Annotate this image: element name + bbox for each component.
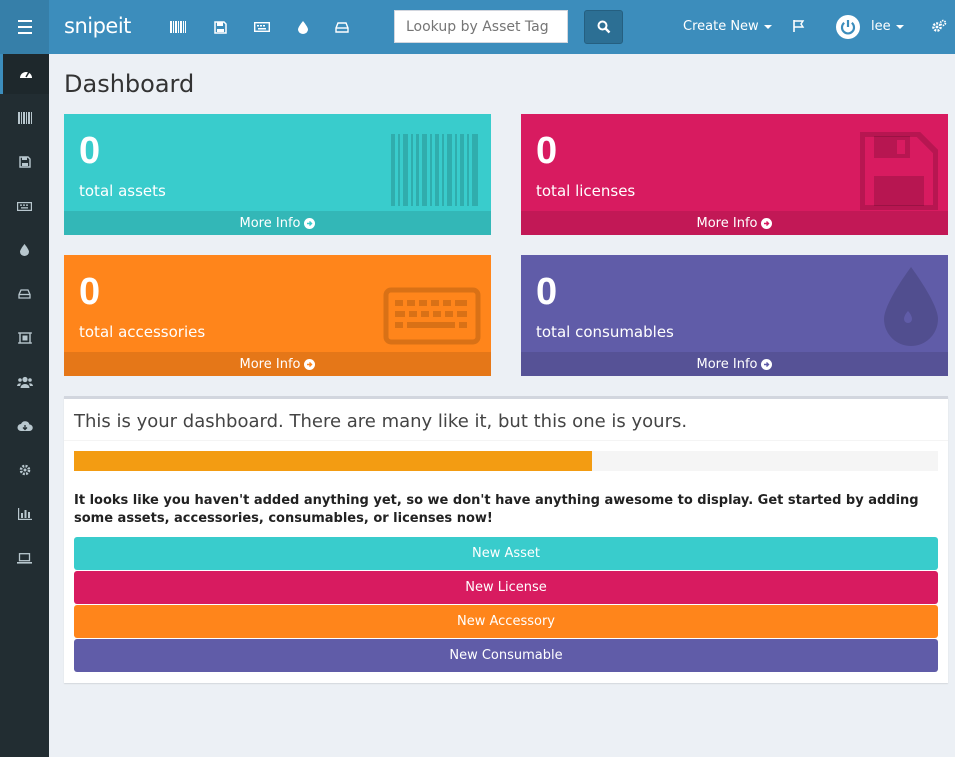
asset-tag-search-input[interactable] [394, 10, 568, 43]
search-button[interactable] [584, 10, 623, 44]
avatar[interactable] [836, 15, 860, 39]
stat-box-consumables: 0 total consumables More Info [521, 255, 948, 376]
sidebar-item-assets[interactable] [0, 98, 49, 138]
sidebar-item-dashboard[interactable] [0, 54, 49, 94]
sidebar-item-consumables[interactable] [0, 230, 49, 270]
arrow-circle-right-icon [304, 217, 316, 229]
new-license-button[interactable]: New License [74, 571, 938, 604]
new-asset-button[interactable]: New Asset [74, 537, 938, 570]
floppy-icon [18, 156, 31, 168]
progress-bar [74, 451, 938, 471]
more-info-link[interactable]: More Info [64, 352, 491, 376]
stat-value: 0 [79, 271, 101, 313]
chevron-down-icon [895, 24, 904, 29]
gear-icon [19, 464, 30, 476]
more-info-label: More Info [239, 356, 301, 372]
floppy-icon [859, 131, 939, 215]
power-icon [840, 20, 856, 35]
more-info-link[interactable]: More Info [521, 352, 948, 376]
chevron-down-icon [763, 24, 772, 29]
sidebar-item-licenses[interactable] [0, 142, 49, 182]
sidebar-item-accessories[interactable] [0, 186, 49, 226]
cloud-download-icon [17, 421, 33, 431]
stat-label: total assets [79, 182, 166, 200]
search-icon [597, 20, 610, 34]
stat-label: total accessories [79, 323, 206, 341]
page-title: Dashboard [64, 70, 195, 98]
arrow-circle-right-icon [761, 358, 773, 370]
components-icon [17, 332, 32, 344]
create-new-dropdown[interactable]: Create New [683, 19, 772, 34]
app-logo[interactable]: snipeit [64, 14, 131, 38]
barcode-icon [17, 112, 32, 124]
stat-value: 0 [536, 271, 558, 313]
tint-icon [884, 267, 938, 352]
more-info-label: More Info [696, 215, 758, 231]
welcome-box: This is your dashboard. There are many l… [64, 396, 948, 683]
stat-value: 0 [536, 130, 558, 172]
create-new-label: Create New [683, 19, 759, 34]
more-info-link[interactable]: More Info [521, 211, 948, 235]
sidebar-item-kits[interactable] [0, 318, 49, 358]
nav-accessories-keyboard-icon[interactable] [254, 19, 270, 35]
users-icon [16, 376, 33, 388]
nav-components-drive-icon[interactable] [334, 19, 350, 35]
more-info-link[interactable]: More Info [64, 211, 491, 235]
settings-cogs-icon[interactable] [931, 19, 947, 38]
reports-icon [17, 508, 32, 520]
sidebar-item-import[interactable] [0, 406, 49, 446]
more-info-label: More Info [239, 215, 301, 231]
laptop-icon [17, 552, 32, 564]
sidebar-item-components[interactable] [0, 274, 49, 314]
stat-value: 0 [79, 130, 101, 172]
progress-fill [74, 451, 593, 471]
flag-icon[interactable] [792, 19, 806, 38]
stat-label: total licenses [536, 182, 636, 200]
new-consumable-button[interactable]: New Consumable [74, 639, 938, 672]
stat-box-assets: 0 total assets More Info [64, 114, 491, 235]
stat-label: total consumables [536, 323, 674, 341]
barcode-icon [391, 134, 481, 211]
top-navbar: snipeit Create New lee [0, 0, 955, 54]
drive-icon [18, 289, 31, 299]
menu-icon [17, 18, 32, 36]
keyboard-icon [17, 201, 32, 211]
sidebar [0, 54, 49, 757]
sidebar-item-reports[interactable] [0, 494, 49, 534]
welcome-title: This is your dashboard. There are many l… [74, 411, 688, 432]
new-accessory-button[interactable]: New Accessory [74, 605, 938, 638]
sidebar-item-settings[interactable] [0, 450, 49, 490]
stat-box-accessories: 0 total accessories More Info [64, 255, 491, 376]
arrow-circle-right-icon [304, 358, 316, 370]
divider [64, 440, 948, 441]
sidebar-toggle-button[interactable] [0, 0, 49, 54]
nav-assets-barcode-icon[interactable] [170, 19, 186, 35]
arrow-circle-right-icon [761, 217, 773, 229]
sidebar-item-users[interactable] [0, 362, 49, 402]
stat-box-licenses: 0 total licenses More Info [521, 114, 948, 235]
nav-consumables-tint-icon[interactable] [295, 19, 311, 35]
sidebar-item-requestable[interactable] [0, 538, 49, 578]
user-menu-dropdown[interactable]: lee [871, 19, 904, 34]
nav-licenses-floppy-icon[interactable] [212, 19, 228, 35]
user-name-label: lee [871, 19, 891, 34]
keyboard-icon [383, 287, 481, 350]
dashboard-icon [20, 71, 32, 78]
more-info-label: More Info [696, 356, 758, 372]
empty-state-message: It looks like you haven't added anything… [74, 493, 919, 526]
tint-icon [20, 244, 29, 256]
